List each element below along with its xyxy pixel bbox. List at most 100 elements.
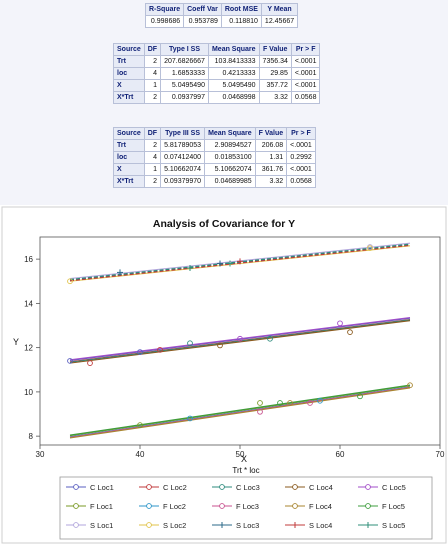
- column-header: Source: [113, 127, 145, 140]
- column-header: Pr > F: [286, 127, 316, 140]
- table-cell: 1: [143, 79, 162, 92]
- legend-marker: [365, 503, 371, 509]
- data-point: [237, 258, 243, 265]
- table-cell: 0.0568: [286, 175, 316, 188]
- row-header: X*Trt: [113, 91, 145, 104]
- data-point: [237, 335, 243, 342]
- legend-item: C Loc1: [66, 483, 114, 492]
- legend-label: C Loc3: [236, 483, 260, 492]
- data-point: [137, 422, 143, 428]
- column-header: Root MSE: [220, 3, 262, 16]
- table-cell: 29.85: [258, 67, 292, 80]
- table-cell: 0.07412400: [160, 151, 206, 164]
- legend-label: S Loc3: [236, 521, 259, 530]
- table-cell: 5.81789053: [160, 139, 206, 152]
- table-cell: 3.32: [258, 91, 292, 104]
- y-tick-label: 8: [29, 432, 34, 441]
- data-point: [337, 320, 343, 327]
- legend-marker: [365, 484, 371, 490]
- legend-marker: [292, 503, 298, 509]
- data-point: [217, 342, 223, 349]
- legend-label: F Loc3: [236, 502, 259, 511]
- table-row: 0.998686 0.953789 0.118810 12.45667: [144, 15, 299, 28]
- table-row: loc 4 1.6853333 0.4213333 29.85 <.0001: [113, 67, 321, 80]
- table-cell: 2: [143, 55, 162, 68]
- table-row: loc 4 0.07412400 0.01853100 1.31 0.2992: [113, 151, 316, 164]
- row-header: X: [113, 79, 145, 92]
- legend-marker: [73, 484, 79, 490]
- table-cell: <.0001: [290, 79, 321, 92]
- table-row: X*Trt 2 0.09379970 0.04689985 3.32 0.0568: [113, 175, 316, 188]
- type3-ss-table: Source DF Type III SS Mean Square F Value Pr …: [113, 127, 316, 188]
- data-point: [227, 260, 233, 267]
- table-row: Trt 2 207.6826667 103.8413333 7356.34 <.0001: [113, 55, 321, 68]
- table-header-row: R-Square Coeff Var Root MSE Y Mean: [144, 3, 299, 16]
- table-cell: 0.118810: [220, 15, 262, 28]
- data-point: [67, 358, 73, 364]
- legend-item: C Loc2: [139, 483, 187, 492]
- legend-label: F Loc1: [90, 502, 113, 511]
- data-point: [257, 400, 263, 406]
- legend-label: C Loc4: [309, 483, 333, 492]
- fit-line: [69, 316, 411, 361]
- data-point: [157, 347, 163, 353]
- legend-label: S Loc1: [90, 521, 113, 530]
- table-cell: 1: [143, 163, 162, 176]
- table-row: Trt 2 5.81789053 2.90894527 206.08 <.0001: [113, 139, 316, 152]
- table-cell: 5.10662074: [160, 163, 206, 176]
- data-point: [187, 415, 193, 422]
- table-cell: 0.0468998: [207, 91, 260, 104]
- data-point: [67, 278, 73, 285]
- legend-marker: [146, 522, 152, 528]
- legend-item: S Loc4: [285, 521, 332, 530]
- column-header: DF: [143, 127, 162, 140]
- legend-marker: [219, 503, 225, 509]
- table-cell: 0.4213333: [207, 67, 260, 80]
- x-axis-label: X: [241, 454, 247, 464]
- row-header: loc: [113, 151, 145, 164]
- data-point: [217, 260, 223, 267]
- legend-marker: [292, 484, 298, 490]
- y-tick-label: 12: [24, 344, 33, 353]
- table-cell: 0.998686: [144, 15, 185, 28]
- fit-line: [69, 386, 411, 438]
- column-header: Type I SS: [160, 43, 209, 56]
- legend-label: S Loc5: [382, 521, 405, 530]
- column-header: Mean Square: [204, 127, 256, 140]
- data-point: [187, 340, 193, 347]
- legend-label: S Loc2: [163, 521, 186, 530]
- x-tick-label: 60: [336, 450, 345, 459]
- legend-item: F Loc4: [285, 502, 332, 511]
- fit-statistics-table: R-Square Coeff Var Root MSE Y Mean 0.998686…: [144, 3, 299, 28]
- output-tables-region: R-Square Coeff Var Root MSE Y Mean 0.998686…: [0, 0, 448, 205]
- legend-item: F Loc1: [66, 502, 113, 511]
- data-point: [267, 335, 273, 342]
- data-point: [407, 382, 413, 389]
- table-cell: 1.6853333: [160, 67, 209, 80]
- ancova-plot-region: Analysis of Covariance for Y 30 40 50 60 70 8…: [0, 205, 448, 545]
- table-cell: 0.01853100: [204, 151, 256, 164]
- table-cell: 2: [143, 175, 162, 188]
- fit-line: [69, 320, 411, 364]
- legend-item: F Loc3: [212, 502, 259, 511]
- table-cell: 357.72: [258, 79, 292, 92]
- x-tick-label: 70: [436, 450, 445, 459]
- legend-label: F Loc4: [309, 502, 332, 511]
- table-cell: 0.0937997: [160, 91, 209, 104]
- table-cell: 7356.34: [258, 55, 292, 68]
- row-header: Trt: [113, 55, 145, 68]
- legend-label: F Loc2: [163, 502, 186, 511]
- legend-item: S Loc2: [139, 521, 186, 530]
- table-cell: 12.45667: [260, 15, 299, 28]
- fit-line: [69, 385, 411, 437]
- table-cell: 4: [143, 67, 162, 80]
- table-cell: 4: [143, 151, 162, 164]
- legend-item: C Loc5: [358, 483, 406, 492]
- fit-line: [69, 387, 411, 439]
- table-cell: <.0001: [286, 163, 316, 176]
- table-cell: <.0001: [290, 67, 321, 80]
- data-point: [357, 393, 363, 400]
- legend-label: C Loc2: [163, 483, 187, 492]
- legend-item: F Loc2: [139, 502, 186, 511]
- column-header: R-Square: [144, 3, 185, 16]
